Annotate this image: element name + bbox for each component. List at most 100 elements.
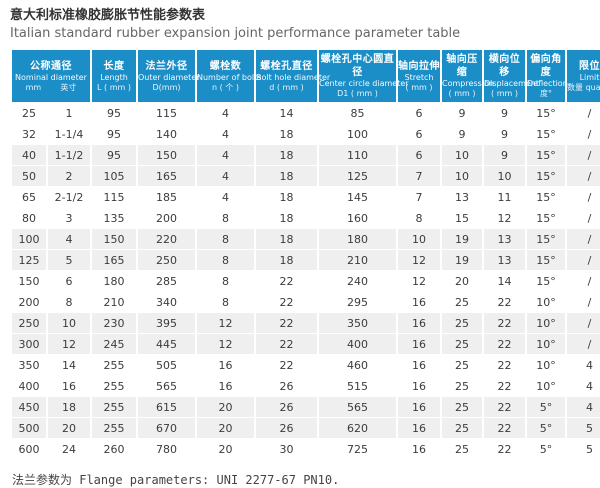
cell: 150: [138, 145, 195, 165]
cell: 200: [138, 208, 195, 228]
cell: 16: [398, 334, 440, 354]
cell: 20: [48, 418, 90, 438]
cell: 400: [12, 376, 46, 396]
cell: 445: [138, 334, 195, 354]
cell: 18: [256, 124, 317, 144]
cell: 18: [256, 187, 317, 207]
cell: 95: [92, 103, 136, 123]
cell: 10°: [527, 313, 565, 333]
col-header-length: 长度 Length L ( mm ): [92, 50, 136, 102]
cell: 125: [12, 250, 46, 270]
cell: 4: [197, 145, 254, 165]
cell: 80: [12, 208, 46, 228]
cell: 250: [138, 250, 195, 270]
cell: 210: [92, 292, 136, 312]
col-label-en: Limit: [579, 72, 600, 82]
cell: 12: [398, 271, 440, 291]
cell: 85: [319, 103, 396, 123]
col-label-zh: 法兰外径: [145, 60, 188, 72]
cell: 4: [48, 229, 90, 249]
table-row: 250 10 230 395 12 22 350 16 25 22 10° /: [12, 313, 600, 333]
cell: 20: [197, 418, 254, 438]
col-unit: d ( mm ): [269, 82, 304, 92]
cell: 200: [12, 292, 46, 312]
cell: 16: [398, 313, 440, 333]
cell: 16: [398, 418, 440, 438]
cell: 15°: [527, 166, 565, 186]
col-label-en: Outer diameter: [138, 72, 200, 82]
cell: 8: [197, 229, 254, 249]
cell: 100: [12, 229, 46, 249]
cell: 5°: [527, 418, 565, 438]
cell: 15: [442, 208, 482, 228]
col-label-zh: 长度: [103, 60, 125, 72]
cell: 65: [12, 187, 46, 207]
table-row: 200 8 210 340 8 22 295 16 25 22 10° /: [12, 292, 600, 312]
cell: 460: [319, 355, 396, 375]
table-row: 100 4 150 220 8 18 180 10 19 13 15° /: [12, 229, 600, 249]
cell: 22: [484, 355, 525, 375]
cell: 160: [319, 208, 396, 228]
cell: 15°: [527, 250, 565, 270]
table-row: 450 18 255 615 20 26 565 16 25 22 5° 4: [12, 397, 600, 417]
cell: 505: [138, 355, 195, 375]
cell: 4: [197, 187, 254, 207]
cell: 140: [138, 124, 195, 144]
cell: 18: [256, 250, 317, 270]
cell: 8: [197, 250, 254, 270]
cell: 6: [398, 103, 440, 123]
table-header: 公称通径 Nominal diameter mm 英寸 长度 Length L …: [12, 50, 600, 102]
cell: 210: [319, 250, 396, 270]
cell: 100: [319, 124, 396, 144]
cell: /: [567, 229, 600, 249]
cell: 4: [197, 103, 254, 123]
cell: 350: [319, 313, 396, 333]
cell: 670: [138, 418, 195, 438]
cell: /: [567, 103, 600, 123]
col-label-en: Displacement: [484, 79, 539, 88]
cell: 5: [567, 418, 600, 438]
cell: 10: [484, 166, 525, 186]
cell: 16: [48, 376, 90, 396]
col-label-zh: 限位: [579, 60, 600, 72]
cell: 10°: [527, 376, 565, 396]
cell: 255: [92, 376, 136, 396]
cell: /: [567, 166, 600, 186]
cell: /: [567, 292, 600, 312]
cell: 8: [197, 208, 254, 228]
cell: 115: [138, 103, 195, 123]
cell: 150: [92, 229, 136, 249]
cell: 22: [484, 397, 525, 417]
cell: 25: [442, 355, 482, 375]
unit-mm: mm: [25, 82, 42, 92]
table-row: 125 5 165 250 8 18 210 12 19 13 15° /: [12, 250, 600, 270]
cell: /: [567, 145, 600, 165]
cell: 22: [484, 334, 525, 354]
cell: 255: [92, 355, 136, 375]
page-title: 意大利标准橡胶膨胀节性能参数表: [10, 8, 206, 23]
cell: 15°: [527, 187, 565, 207]
table-row: 32 1-1/4 95 140 4 18 100 6 9 9 15° /: [12, 124, 600, 144]
cell: 18: [48, 397, 90, 417]
cell: 7: [398, 166, 440, 186]
cell: 150: [12, 271, 46, 291]
cell: 12: [398, 250, 440, 270]
cell: 12: [48, 334, 90, 354]
cell: 350: [12, 355, 46, 375]
cell: 260: [92, 439, 136, 459]
cell: 10: [48, 313, 90, 333]
cell: 295: [319, 292, 396, 312]
cell: 14: [256, 103, 317, 123]
cell: 15°: [527, 208, 565, 228]
col-label-en: Center circle diameter: [319, 79, 409, 88]
cell: 13: [442, 187, 482, 207]
col-header-number-of-bolts: 螺栓数 Number of bolts n ( 个 ): [197, 50, 261, 102]
cell: 15°: [527, 145, 565, 165]
cell: 22: [484, 439, 525, 459]
col-label-en: Compression: [442, 79, 494, 88]
cell: 8: [48, 292, 90, 312]
cell: 2: [48, 166, 90, 186]
cell: 6: [48, 271, 90, 291]
cell: 135: [92, 208, 136, 228]
cell: 500: [12, 418, 46, 438]
